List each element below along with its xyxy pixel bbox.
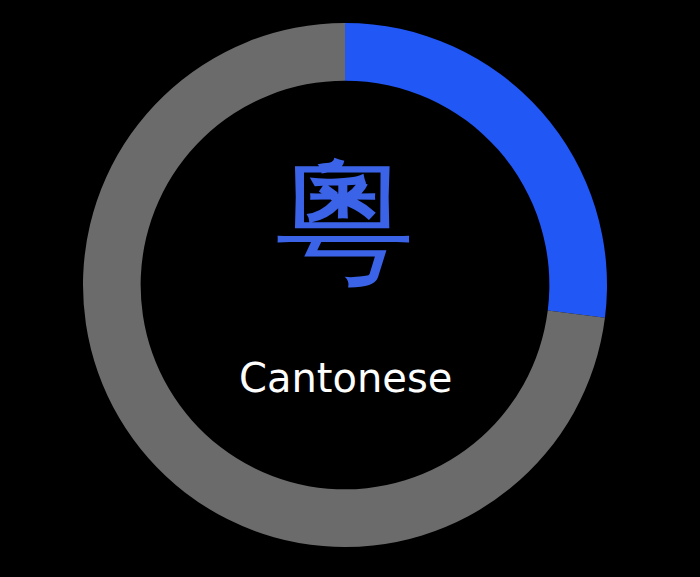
svg-text:Cantonese: Cantonese [239, 355, 452, 401]
svg-text:粵: 粵 [275, 140, 415, 303]
